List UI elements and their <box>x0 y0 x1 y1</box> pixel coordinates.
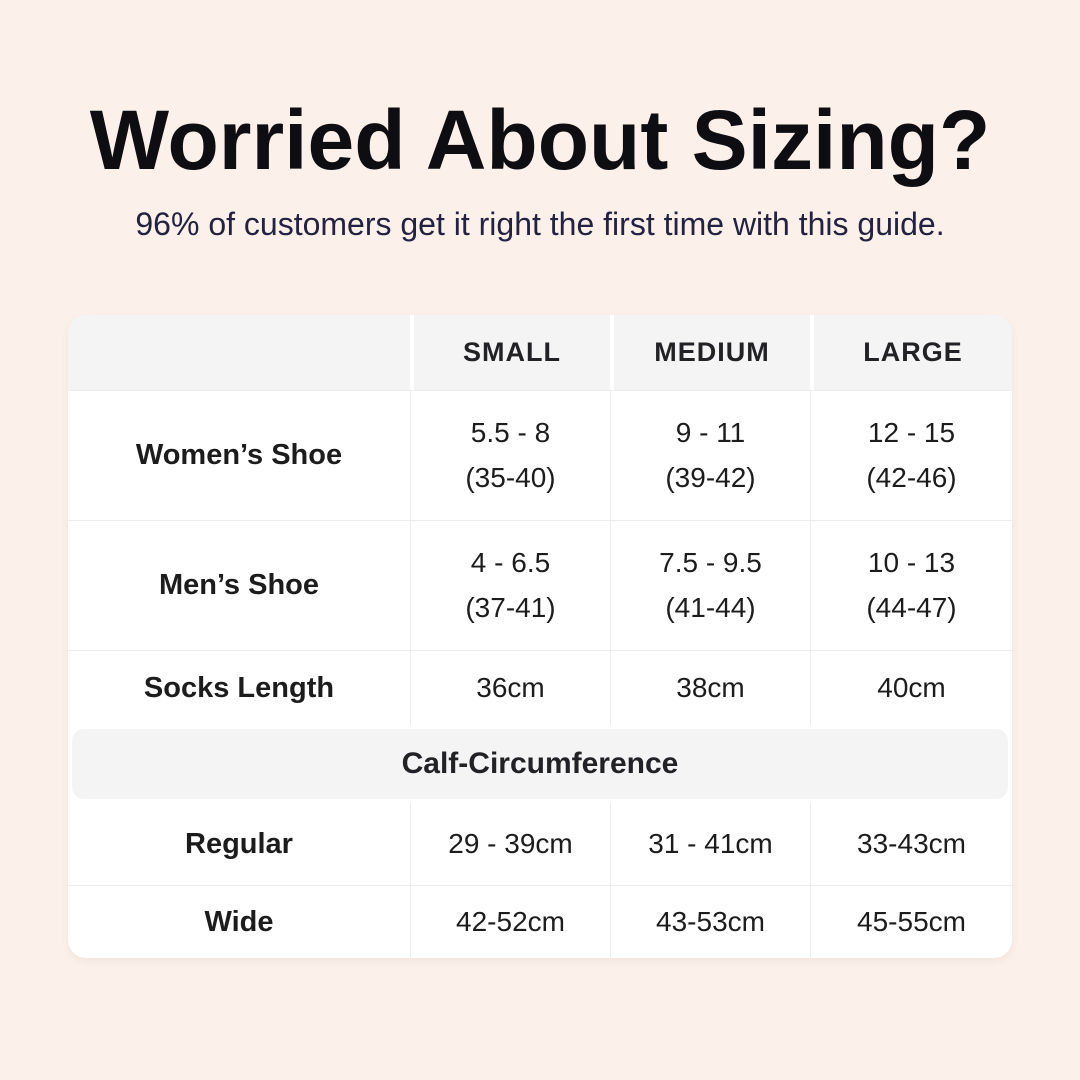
cell-value-sub: (39-42) <box>665 461 756 493</box>
size-table: SMALL MEDIUM LARGE Women’s Shoe 5.5 - 8 … <box>68 315 1012 958</box>
cell-socks-large: 40cm <box>810 651 1012 725</box>
cell-socks-medium: 38cm <box>610 651 810 725</box>
cell-mens-large: 10 - 13 (44-47) <box>810 521 1012 650</box>
page-subtitle: 96% of customers get it right the first … <box>135 206 945 242</box>
cell-value-sub: (44-47) <box>866 591 957 623</box>
table-row-womens-shoe: Women’s Shoe 5.5 - 8 (35-40) 9 - 11 (39-… <box>68 390 1012 520</box>
table-row-mens-shoe: Men’s Shoe 4 - 6.5 (37-41) 7.5 - 9.5 (41… <box>68 520 1012 650</box>
cell-wide-large: 45-55cm <box>810 886 1012 958</box>
cell-womens-small: 5.5 - 8 (35-40) <box>410 391 610 520</box>
cell-value-sub: (37-41) <box>465 591 556 623</box>
column-header-medium: MEDIUM <box>610 315 810 390</box>
section-header-calf-circumference: Calf-Circumference <box>72 729 1008 799</box>
header-cell-empty <box>68 315 410 390</box>
row-label-regular: Regular <box>185 827 293 860</box>
row-label-socks-length: Socks Length <box>143 671 335 704</box>
cell-value-sub: (41-44) <box>665 591 756 623</box>
page-title: Worried About Sizing? <box>89 93 991 187</box>
cell-value-sub: (35-40) <box>465 461 556 493</box>
cell-mens-medium: 7.5 - 9.5 (41-44) <box>610 521 810 650</box>
cell-mens-small: 4 - 6.5 (37-41) <box>410 521 610 650</box>
row-label-mens-shoe: Men’s Shoe <box>158 569 320 602</box>
row-label-wide: Wide <box>204 905 274 938</box>
cell-womens-large: 12 - 15 (42-46) <box>810 391 1012 520</box>
cell-wide-small: 42-52cm <box>410 886 610 958</box>
cell-value-main: 5.5 - 8 <box>470 416 551 448</box>
table-row-regular: Regular 29 - 39cm 31 - 41cm 33-43cm <box>68 803 1012 885</box>
table-row-socks-length: Socks Length 36cm 38cm 40cm <box>68 650 1012 725</box>
cell-socks-small: 36cm <box>410 651 610 725</box>
size-table-header-row: SMALL MEDIUM LARGE <box>68 315 1012 390</box>
cell-value-sub: (42-46) <box>866 461 957 493</box>
cell-regular-large: 33-43cm <box>810 803 1012 885</box>
cell-value-main: 7.5 - 9.5 <box>659 546 762 578</box>
cell-regular-medium: 31 - 41cm <box>610 803 810 885</box>
cell-value-main: 10 - 13 <box>867 546 956 578</box>
cell-value-main: 4 - 6.5 <box>470 546 551 578</box>
row-label-womens-shoe: Women’s Shoe <box>135 439 343 472</box>
cell-womens-medium: 9 - 11 (39-42) <box>610 391 810 520</box>
table-row-wide: Wide 42-52cm 43-53cm 45-55cm <box>68 885 1012 958</box>
cell-value-main: 9 - 11 <box>675 416 746 448</box>
column-header-small: SMALL <box>410 315 610 390</box>
cell-wide-medium: 43-53cm <box>610 886 810 958</box>
cell-regular-small: 29 - 39cm <box>410 803 610 885</box>
cell-value-main: 12 - 15 <box>867 416 956 448</box>
column-header-large: LARGE <box>810 315 1012 390</box>
